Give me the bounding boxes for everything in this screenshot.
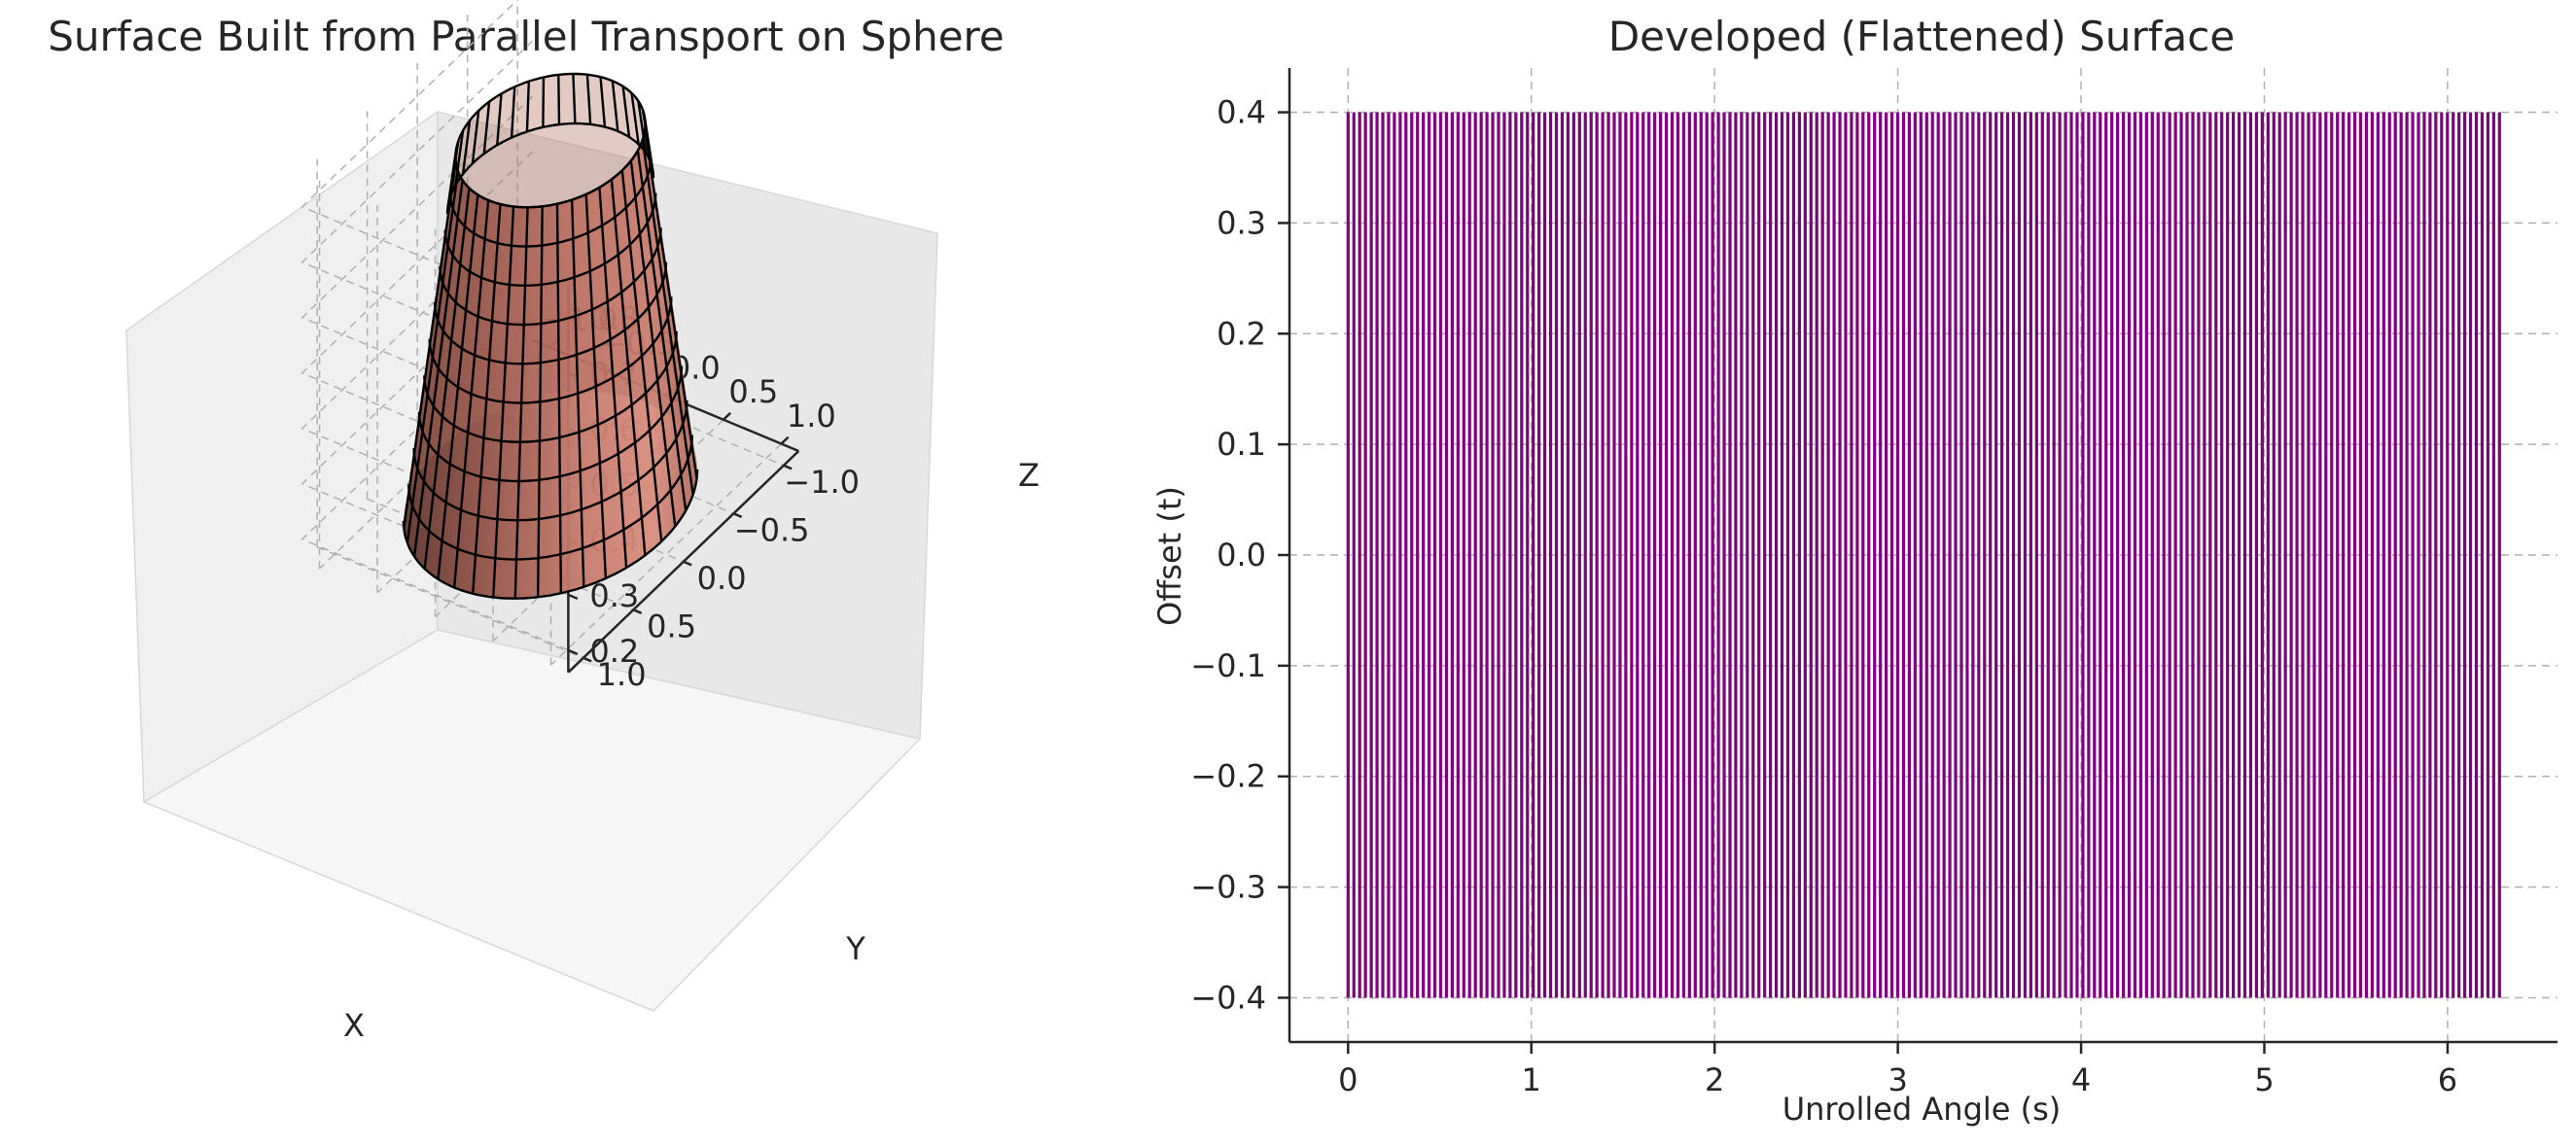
right-x-axis-label: Unrolled Angle (s) [1782,1091,2062,1128]
right-ytick-label-8: 0.4 [1217,94,1266,131]
right-ytick-label-3: −0.1 [1190,647,1266,684]
floor-grid-y-4 [316,546,584,659]
x-tick-label-3: 0.5 [728,373,778,410]
y-tick-0 [783,464,793,470]
x-tick-4 [780,435,790,445]
right-ytick-label-4: 0.0 [1217,537,1266,574]
ring-front-6 [433,261,668,365]
wall-grid-z-5 [300,40,569,374]
y-tick-label-0: −1.0 [784,464,860,501]
right-grid [1289,68,2558,1042]
meridian-inner-25 [542,77,546,127]
meridian-inner-26 [557,74,561,125]
wall-grid-z-0 [300,317,569,651]
meridian-inner-31 [621,86,631,138]
developed-surface-plot: Developed (Flattened) Surface 0 1 2 3 4 5 6 −0.… [1151,13,2558,1128]
right-xtick-label-6: 6 [2438,1061,2457,1098]
ring-front-4 [423,330,678,443]
x-tick-3 [723,411,732,421]
meridian-inner-32 [630,92,640,145]
meridian-inner-23 [510,87,516,138]
floor-pane [142,629,922,1012]
floor-grid-x-0 [319,346,550,570]
y-tick-4 [582,656,592,663]
ring-front-3 [417,365,684,483]
right-chart-title: Developed (Flattened) Surface [1608,13,2235,60]
y-tick-label-4: 1.0 [597,656,647,693]
x-tick-label-4: 1.0 [787,398,836,434]
floor-grid-x-3 [492,419,724,642]
ring-front-9 [448,158,653,248]
meridian-inner-27 [572,73,577,124]
meridian-inner-21 [482,101,491,155]
ring-front-8 [443,192,657,287]
ring-front-2 [412,400,688,522]
floor-grid-x-4 [550,443,782,666]
wall-grid-z-4 [300,95,569,430]
right-xtick-label-4: 4 [2071,1061,2091,1098]
y-tick-1 [732,512,743,518]
ring-front-1 [407,434,693,561]
right-xtick-label-5: 5 [2254,1061,2274,1098]
right-ytick-label-2: −0.2 [1190,758,1266,795]
ring-front-5 [428,296,673,404]
right-xtick-label-0: 0 [1338,1061,1358,1098]
z-tick-0 [567,648,579,656]
meridian-inner-28 [585,74,592,124]
surface-3d-plot: Surface Built from Parallel Transport on… [48,0,1040,1044]
top-rim [454,72,647,209]
right-ytick-label-7: 0.3 [1217,204,1266,241]
wall-grid-z-3 [300,151,569,485]
z-tick-label-1: 0.3 [589,577,639,614]
x-axis-label: X [343,1007,365,1044]
right-ticks: 0 1 2 3 4 5 6 −0.4 −0.3 −0.2 −0.1 0.0 0.1 0.2 0.3 0.4 [1190,94,2457,1098]
z-tick-label-0: 0.2 [589,633,639,670]
right-y-axis-label: Offset (t) [1151,486,1188,626]
cone-surface [402,72,699,600]
meridian-inner-22 [496,93,503,146]
developed-lines [1346,112,2501,998]
meridian-inner-18 [454,130,465,186]
meridian-inner-19 [461,120,472,175]
right-xtick-label-3: 3 [1888,1061,1907,1098]
z-axis-label: Z [1018,457,1040,494]
y-tick-3 [632,608,643,614]
right-ytick-label-1: −0.3 [1190,869,1266,906]
wall-grid-z-6 [300,0,569,319]
right-ytick-label-5: 0.1 [1217,426,1266,463]
y-tick-2 [683,560,692,567]
y-tick-label-1: −0.5 [734,512,810,549]
left-chart-title: Surface Built from Parallel Transport on… [48,13,1004,60]
right-ytick-label-0: −0.4 [1190,979,1266,1016]
y-tick-label-2: 0.0 [697,560,747,597]
z-tick-1 [567,593,579,601]
ring-front-0 [402,469,699,600]
y-tick-label-3: 0.5 [647,608,696,645]
y-axis-line [567,450,800,674]
meridian-inner-33 [637,100,648,154]
meridian-inner-20 [471,110,480,164]
right-xtick-label-1: 1 [1522,1061,1541,1098]
meridian-inner-24 [525,81,531,132]
right-ytick-label-6: 0.2 [1217,315,1266,352]
ring-front-7 [439,227,662,327]
meridian-inner-30 [611,81,619,132]
y-axis-label: Y [845,930,865,967]
right-xtick-label-2: 2 [1705,1061,1724,1098]
meridian-inner-29 [599,77,607,127]
wall-grid-z-2 [300,206,569,540]
wall-grid-z-1 [300,261,569,596]
